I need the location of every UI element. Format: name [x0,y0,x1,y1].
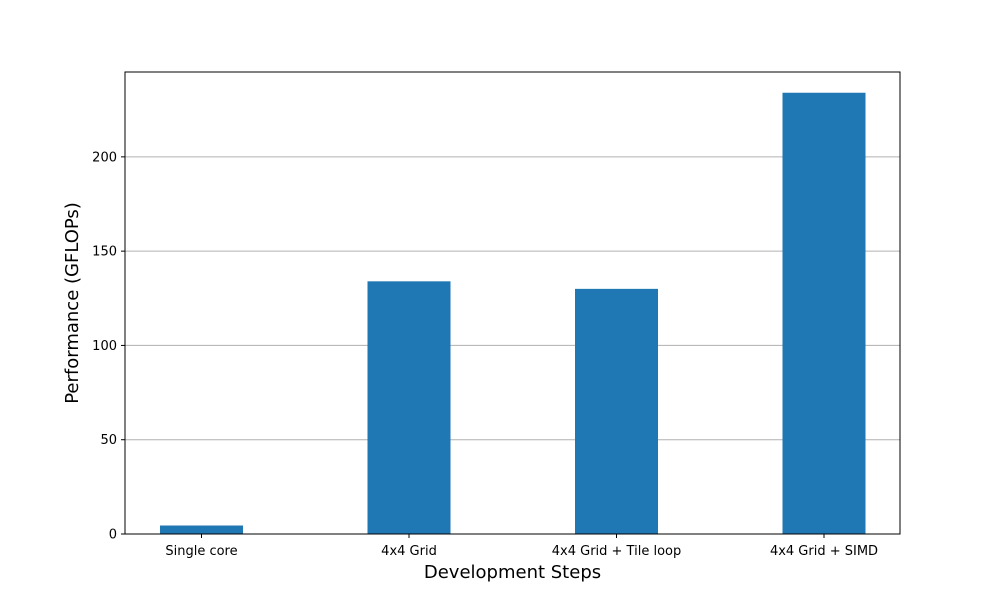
y-tick-label: 150 [92,245,117,260]
bar [367,281,451,534]
x-axis-label: Development Steps [424,562,601,583]
bars [160,92,866,534]
bar [160,525,243,534]
gridlines [125,156,900,441]
x-tick-label: 4x4 Grid + SIMD [770,544,878,559]
y-tick-label: 50 [100,433,117,448]
y-tick-label: 100 [92,339,117,354]
x-tick-label: 4x4 Grid [381,544,437,559]
axis-ticks: 0 50 100 150 200 Single core 4x4 Grid 4x4 Grid … [92,150,878,559]
bar [782,92,866,534]
y-axis-label: Performance (GFLOPs) [62,202,83,404]
y-tick-label: 0 [109,528,117,543]
plot-area-frame [124,71,901,535]
x-tick-label: Single core [165,544,237,559]
y-tick-label: 200 [92,150,117,165]
x-tick-label: 4x4 Grid + Tile loop [552,544,681,559]
bar [575,288,658,534]
